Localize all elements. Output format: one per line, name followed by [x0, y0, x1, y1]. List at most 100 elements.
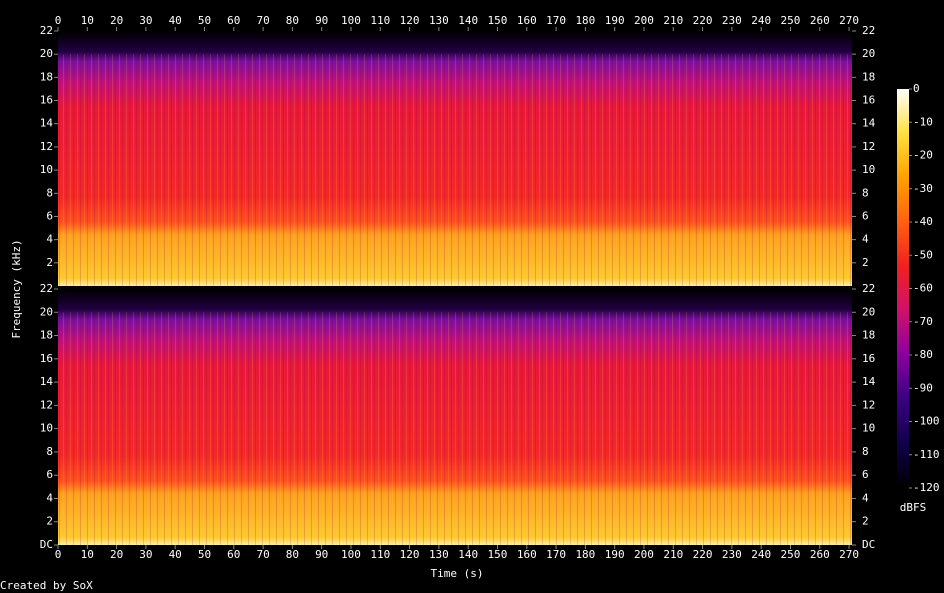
x-tick-label: 20 — [110, 548, 123, 561]
x-tick-label: 100 — [341, 14, 361, 27]
x-tick-label: 190 — [605, 14, 625, 27]
y-tick-label: 22 — [40, 282, 53, 295]
x-axis-label: Time (s) — [431, 567, 484, 580]
colorbar-tick-label: -50 — [913, 248, 933, 261]
x-tick-label: 260 — [810, 14, 830, 27]
x-tick-label: 200 — [634, 14, 654, 27]
x-tick-label: 50 — [198, 14, 211, 27]
x-tick-label: 240 — [751, 14, 771, 27]
y-tick-label: 22 — [862, 24, 875, 37]
y-tick-label: 2 — [862, 256, 869, 269]
y-tick-label: 14 — [40, 375, 54, 388]
x-tick-label: 110 — [370, 14, 390, 27]
y-tick-label: 6 — [862, 468, 869, 481]
colorbar-tick-label: -90 — [913, 381, 933, 394]
x-tick-label: 60 — [227, 14, 240, 27]
y-tick-label: 8 — [46, 186, 53, 199]
x-tick-label: 160 — [517, 548, 537, 561]
x-tick-label: 150 — [488, 548, 508, 561]
x-tick-label: 180 — [575, 548, 595, 561]
y-tick-label: 16 — [40, 352, 53, 365]
x-tick-label: 150 — [488, 14, 508, 27]
y-tick-label: 8 — [862, 445, 869, 458]
spectrogram-layer — [58, 31, 852, 545]
colorbar-tick-label: -40 — [913, 215, 933, 228]
x-tick-label: 90 — [315, 548, 328, 561]
x-tick-label: 130 — [429, 14, 449, 27]
x-tick-label: 40 — [169, 14, 182, 27]
x-tick-label: 100 — [341, 548, 361, 561]
y-tick-label: 16 — [862, 352, 875, 365]
y-tick-label: 18 — [40, 70, 53, 83]
x-tick-label: 140 — [458, 548, 478, 561]
x-tick-label: 90 — [315, 14, 328, 27]
y-tick-label: 4 — [46, 233, 53, 246]
y-tick-label: 2 — [46, 515, 53, 528]
x-tick-label: 220 — [693, 548, 713, 561]
x-tick-label: 210 — [663, 14, 683, 27]
y-tick-label: 20 — [40, 47, 53, 60]
x-tick-label: 70 — [256, 548, 269, 561]
x-tick-label: 170 — [546, 548, 566, 561]
y-tick-label: 8 — [46, 445, 53, 458]
colorbar-tick-label: -20 — [913, 149, 933, 162]
spectrogram-texture — [58, 54, 852, 286]
y-tick-label: 20 — [862, 305, 875, 318]
x-tick-label: 260 — [810, 548, 830, 561]
y-tick-label: 4 — [862, 491, 869, 504]
x-tick-label: 0 — [55, 14, 62, 27]
y-tick-label: 4 — [862, 233, 869, 246]
y-tick-label: 16 — [40, 94, 53, 107]
x-tick-label: 210 — [663, 548, 683, 561]
y-tick-label: 6 — [46, 209, 53, 222]
x-tick-label: 250 — [781, 548, 801, 561]
x-tick-label: 230 — [722, 14, 742, 27]
x-tick-label: 120 — [400, 548, 420, 561]
footer: Created by SoX — [0, 579, 93, 592]
spectrogram-texture — [58, 312, 852, 545]
colorbar-tick-label: -60 — [913, 282, 933, 295]
colorbar-tick-label: 0 — [913, 82, 920, 95]
x-tick-label: 30 — [139, 14, 152, 27]
x-tick-label: 250 — [781, 14, 801, 27]
colorbar-tick-label: -110 — [913, 448, 940, 461]
x-tick-label: 160 — [517, 14, 537, 27]
y-tick-label: 4 — [46, 491, 53, 504]
x-tick-label: 270 — [839, 14, 859, 27]
y-tick-label: DC — [40, 538, 53, 551]
y-tick-label: 10 — [40, 163, 53, 176]
y-tick-label: 16 — [862, 94, 875, 107]
x-tick-label: 70 — [256, 14, 269, 27]
y-tick-label: 6 — [862, 209, 869, 222]
y-tick-label: 14 — [862, 117, 876, 130]
colorbar — [897, 89, 909, 488]
y-tick-label: 22 — [40, 24, 53, 37]
y-tick-label: 10 — [862, 422, 875, 435]
colorbar-tick-label: -10 — [913, 115, 933, 128]
y-tick-label: 18 — [862, 70, 875, 83]
y-tick-label: 12 — [862, 398, 875, 411]
colorbar-tick-label: -70 — [913, 315, 933, 328]
y-tick-label: 12 — [862, 140, 875, 153]
colorbar-tick-label: -30 — [913, 182, 933, 195]
y-tick-label: 14 — [40, 117, 54, 130]
y-tick-label: 2 — [46, 256, 53, 269]
x-tick-label: 270 — [839, 548, 859, 561]
x-tick-label: 110 — [370, 548, 390, 561]
x-tick-label: 80 — [286, 548, 299, 561]
x-tick-label: 10 — [81, 14, 94, 27]
x-tick-label: 120 — [400, 14, 420, 27]
y-tick-label: 6 — [46, 468, 53, 481]
x-tick-label: 230 — [722, 548, 742, 561]
colorbar-label: dBFS — [900, 501, 927, 514]
x-tick-label: 80 — [286, 14, 299, 27]
y-tick-label: 20 — [862, 47, 875, 60]
y-tick-label: DC — [862, 538, 875, 551]
y-tick-label: 12 — [40, 398, 53, 411]
x-tick-label: 40 — [169, 548, 182, 561]
y-tick-label: 10 — [40, 422, 53, 435]
colorbar-tick-label: -100 — [913, 415, 940, 428]
x-tick-label: 190 — [605, 548, 625, 561]
colorbar-tick-label: -120 — [913, 481, 940, 494]
y-tick-label: 14 — [862, 375, 876, 388]
